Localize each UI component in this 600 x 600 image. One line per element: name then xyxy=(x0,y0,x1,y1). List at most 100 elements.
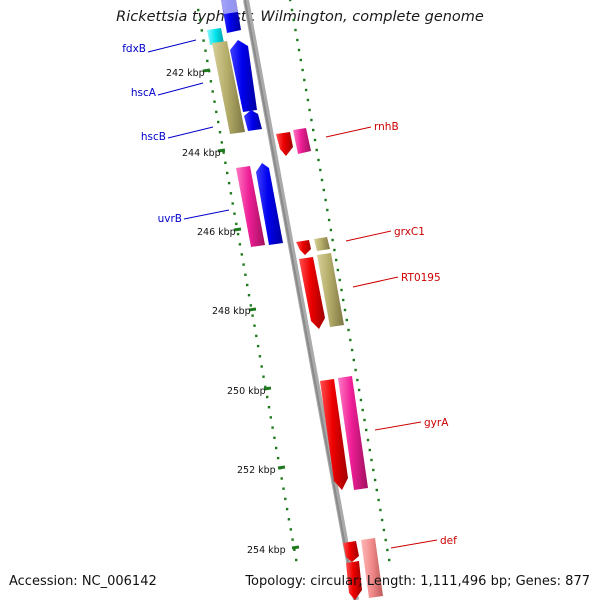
track-dot xyxy=(202,39,205,42)
track-dot xyxy=(365,428,368,432)
track-dot xyxy=(315,148,318,152)
track-dot xyxy=(282,487,285,490)
kbp-ticks xyxy=(202,68,300,550)
track-dot xyxy=(256,344,260,348)
track-dot xyxy=(235,222,238,226)
gene-red-bottom[interactable] xyxy=(346,561,362,600)
leader-rnhB xyxy=(325,126,372,138)
gene-red-rnhB[interactable] xyxy=(276,132,293,156)
track-dot xyxy=(326,208,329,212)
kbp-label-248: 248 kbp xyxy=(212,306,251,317)
track-dot xyxy=(301,68,304,72)
gene-RT0195[interactable] xyxy=(317,253,344,327)
track-dot xyxy=(291,538,294,541)
leader-grxC1 xyxy=(345,230,392,242)
track-dot xyxy=(340,288,343,292)
track-dot xyxy=(324,198,327,202)
gene-red-gyrA[interactable] xyxy=(320,379,348,490)
track-dot xyxy=(253,324,256,327)
track-dot xyxy=(342,298,345,302)
track-dot xyxy=(209,80,213,83)
track-dot xyxy=(218,131,222,134)
track-dot xyxy=(361,408,364,412)
gene-hscA[interactable] xyxy=(212,41,245,134)
track-dot xyxy=(222,151,225,154)
track-dot xyxy=(290,8,294,12)
track-dot xyxy=(313,138,317,142)
track-dot xyxy=(356,378,359,382)
genome-backbone-shade xyxy=(244,0,356,600)
track-dot xyxy=(350,348,354,352)
track-dot xyxy=(299,58,302,62)
track-dot xyxy=(370,458,373,462)
kbp-label-252: 252 kbp xyxy=(237,465,276,476)
leader-hscA xyxy=(157,82,204,96)
track-dot xyxy=(327,218,331,222)
genome-summary-text: Topology: circular; Length: 1,111,496 bp… xyxy=(245,574,590,589)
gene-def[interactable] xyxy=(361,538,383,598)
kbp-label-254: 254 kbp xyxy=(247,545,286,556)
track-dot xyxy=(249,304,252,307)
gene-grxC1[interactable] xyxy=(314,237,330,251)
track-dot xyxy=(267,406,271,409)
track-dot xyxy=(331,238,334,242)
track-dot xyxy=(359,398,363,402)
track-dot xyxy=(338,278,341,282)
track-dot xyxy=(312,128,315,132)
kbp-label-242: 242 kbp xyxy=(166,68,205,79)
track-dot xyxy=(352,358,355,362)
track-dot xyxy=(246,283,249,287)
gene-red-def[interactable] xyxy=(343,541,359,562)
track-dot xyxy=(289,0,292,2)
gene-gyrA[interactable] xyxy=(338,376,368,490)
gene-fdxB[interactable] xyxy=(207,28,224,45)
gene-blue-hscA[interactable] xyxy=(230,40,257,112)
gene-label-grxC1: grxC1 xyxy=(394,226,425,238)
track-dot xyxy=(266,395,269,399)
track-dot xyxy=(343,308,347,312)
track-dot xyxy=(308,108,311,112)
track-dot xyxy=(280,477,283,480)
gene-red-RT0195[interactable] xyxy=(299,257,325,329)
track-dot xyxy=(349,338,352,342)
leader-hscB xyxy=(167,126,214,139)
track-dot xyxy=(206,59,209,63)
track-dot xyxy=(354,368,357,372)
track-dot xyxy=(236,232,240,236)
gene-rnhB[interactable] xyxy=(293,128,311,154)
track-dot xyxy=(229,192,233,195)
gene-label-rnhB: rnhB xyxy=(374,121,399,133)
track-dot xyxy=(285,507,289,511)
gene-red-grxC1[interactable] xyxy=(296,240,311,255)
track-dot xyxy=(303,78,306,82)
track-dot xyxy=(269,416,272,419)
track-dot xyxy=(380,518,384,522)
track-dot xyxy=(373,478,377,482)
gene-uvrB[interactable] xyxy=(256,163,283,245)
track-dot xyxy=(366,438,370,442)
track-dot xyxy=(384,538,387,542)
track-dot xyxy=(287,518,291,521)
gene-top-light[interactable] xyxy=(221,0,238,14)
gene-pink-uvrB[interactable] xyxy=(236,166,265,247)
tick-242 xyxy=(202,68,211,73)
track-dot xyxy=(242,263,245,266)
track-dot xyxy=(224,161,227,164)
leader-uvrB xyxy=(183,209,230,220)
track-dot xyxy=(240,253,243,256)
leader-def xyxy=(390,539,438,549)
track-dot xyxy=(275,446,278,450)
track-dot xyxy=(372,468,375,472)
track-dot xyxy=(215,110,218,114)
gene-label-RT0195: RT0195 xyxy=(401,272,441,284)
track-dot xyxy=(200,29,203,32)
track-dot xyxy=(251,314,254,317)
gene-blue-small[interactable] xyxy=(244,110,262,131)
track-dot xyxy=(213,100,216,103)
track-dot xyxy=(377,498,380,502)
tick-244 xyxy=(217,148,226,153)
track-dot xyxy=(333,248,336,252)
track-dot xyxy=(231,202,234,205)
track-dot xyxy=(357,388,361,392)
